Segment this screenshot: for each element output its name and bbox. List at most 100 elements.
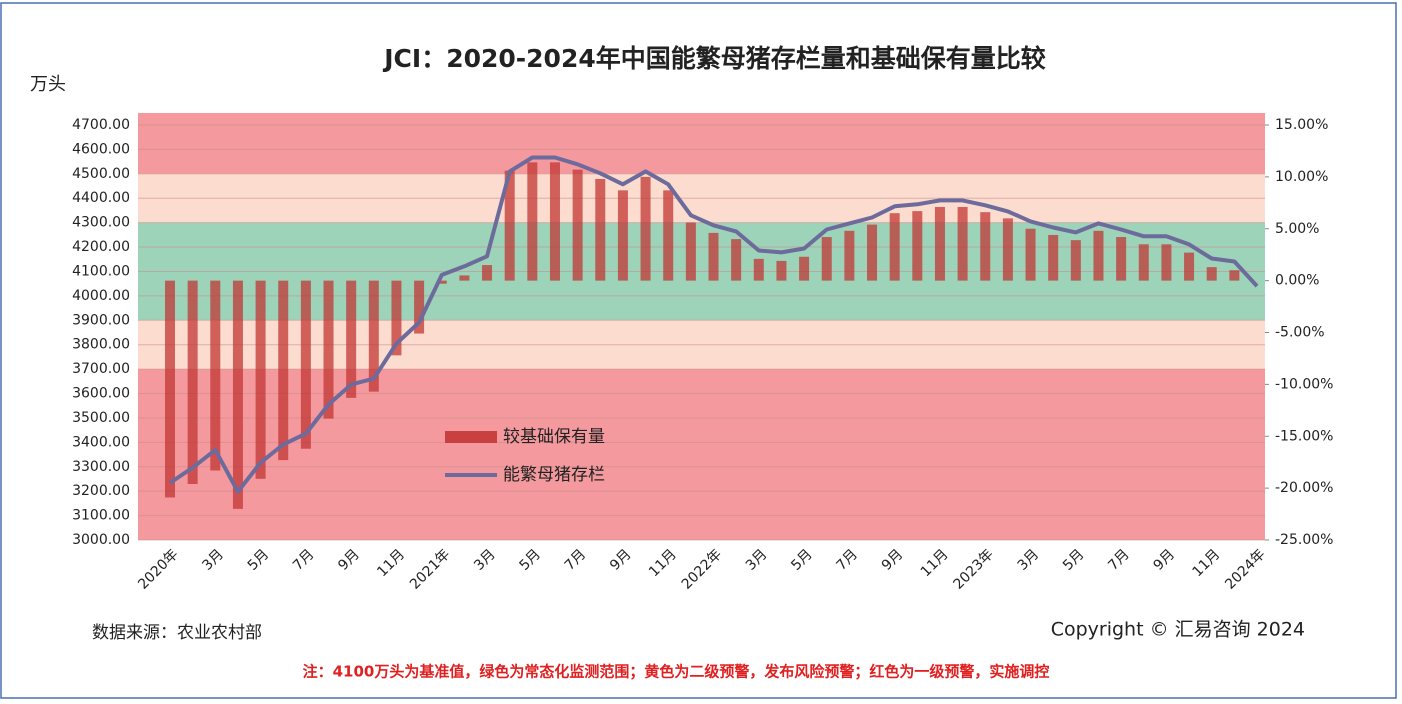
legend-label: 能繁母猪存栏 [503, 465, 605, 485]
y-tick-label: 4700.00 [72, 117, 130, 133]
y-tick-label: 4600.00 [72, 141, 130, 157]
legend-label: 较基础保有量 [503, 427, 605, 447]
bar [549, 162, 560, 281]
bar [1161, 244, 1172, 281]
x-tick-label: 3月 [471, 546, 499, 574]
bar [1229, 270, 1240, 281]
y-tick-label: 3700.00 [72, 361, 130, 377]
bar [165, 280, 175, 498]
x-tick-label: 7月 [1105, 546, 1133, 574]
y-tick-label: 3500.00 [72, 410, 130, 426]
y-tick-label: 4300.00 [72, 215, 130, 231]
bar [482, 265, 493, 281]
x-tick-label: 11月 [918, 546, 952, 580]
x-tick-label: 3月 [199, 546, 227, 574]
y-tick-label: 4500.00 [72, 166, 130, 182]
line [168, 155, 1259, 494]
y-tick-label: 3100.00 [72, 508, 130, 524]
bar [459, 275, 470, 281]
bar [278, 280, 289, 461]
bar [595, 178, 606, 281]
bar [504, 170, 515, 281]
x-tick-label: 2023年 [950, 546, 996, 592]
bar [346, 280, 357, 398]
legend-swatch [445, 431, 497, 443]
y2-tick-label: 15.00% [1275, 117, 1328, 133]
x-tick-label: 11月 [1190, 546, 1224, 580]
bar [708, 232, 719, 281]
x-tick-label: 3月 [743, 546, 771, 574]
bar [1002, 218, 1013, 281]
bar [1048, 234, 1059, 281]
y2-tick-label: -10.00% [1275, 376, 1333, 392]
bar [527, 162, 538, 281]
bar [210, 280, 221, 471]
bar [753, 258, 764, 281]
bar [640, 176, 651, 281]
bar [663, 190, 674, 281]
bar [1116, 237, 1127, 281]
band [138, 113, 1265, 174]
bar [436, 280, 447, 284]
y2-tick-label: 5.00% [1275, 221, 1319, 237]
x-tick-label: 2024年 [1222, 546, 1268, 592]
x-tick-label: 9月 [879, 546, 907, 574]
y2-tick-label: 0.00% [1275, 273, 1319, 289]
bar [957, 206, 968, 281]
bar [1093, 230, 1104, 281]
y-tick-label: 3600.00 [72, 386, 130, 402]
x-tick-label: 2021年 [407, 546, 453, 592]
bar [323, 280, 334, 419]
note: 注：4100万头为基准值，绿色为常态化监测范围；黄色为二级预警，发布风险预警；红… [303, 663, 1050, 681]
bar [1184, 252, 1195, 281]
bar [867, 224, 878, 281]
y-tick-label: 3200.00 [72, 483, 130, 499]
x-tick-label: 9月 [1151, 546, 1179, 574]
y-tick-label: 4100.00 [72, 263, 130, 279]
x-tick-label: 2022年 [679, 546, 725, 592]
bar [617, 190, 628, 281]
x-tick-label: 7月 [834, 546, 862, 574]
x-tick-label: 9月 [335, 546, 363, 574]
bar [799, 256, 810, 281]
bar [1206, 267, 1217, 281]
x-tick-label: 5月 [788, 546, 816, 574]
bar [821, 237, 832, 281]
bar [232, 280, 243, 509]
y-tick-label: 3400.00 [72, 434, 130, 450]
bar [889, 213, 900, 281]
x-tick-label: 11月 [646, 546, 680, 580]
y-tick-label: 4400.00 [72, 190, 130, 206]
bar [934, 206, 945, 281]
bar [1070, 240, 1081, 281]
y-tick-label: 3900.00 [72, 312, 130, 328]
bar [1025, 228, 1036, 281]
x-tick-label: 5月 [1060, 546, 1088, 574]
bar [187, 280, 198, 484]
bar [1138, 244, 1149, 281]
bar [844, 230, 855, 281]
y2-tick-label: -15.00% [1275, 428, 1333, 444]
chart-title: JCI：2020-2024年中国能繁母猪存栏量和基础保有量比较 [382, 44, 1046, 73]
source: 数据来源：农业农村部 [92, 623, 262, 643]
x-tick-label: 11月 [374, 546, 408, 580]
copyright: Copyright © 汇易咨询 2024 [1051, 619, 1305, 641]
x-tick-label: 5月 [245, 546, 273, 574]
bar [414, 280, 425, 334]
y2-tick-label: -20.00% [1275, 480, 1333, 496]
y-tick-label: 4000.00 [72, 288, 130, 304]
bar [912, 211, 923, 281]
y2-tick-label: 10.00% [1275, 169, 1328, 185]
x-tick-label: 3月 [1015, 546, 1043, 574]
y-tick-label: 3000.00 [72, 532, 130, 548]
y-tick-label: 3800.00 [72, 337, 130, 353]
y2-tick-label: -25.00% [1275, 532, 1333, 548]
bar [685, 222, 696, 281]
bar [572, 169, 583, 281]
bar [300, 280, 311, 449]
bar [255, 280, 266, 479]
bar [731, 239, 742, 281]
y-tick-label: 4200.00 [72, 239, 130, 255]
